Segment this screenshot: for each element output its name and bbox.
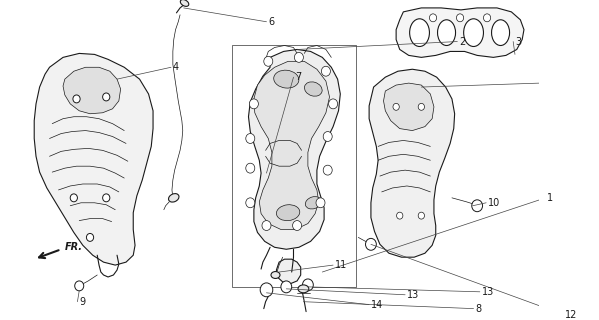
Ellipse shape (271, 272, 280, 278)
Polygon shape (254, 61, 329, 229)
Polygon shape (249, 50, 340, 249)
Circle shape (102, 93, 110, 101)
Circle shape (302, 279, 313, 291)
Circle shape (86, 234, 93, 241)
Circle shape (262, 220, 271, 230)
Text: 11: 11 (335, 260, 347, 270)
Text: 13: 13 (482, 287, 494, 297)
Text: 14: 14 (371, 300, 383, 310)
Ellipse shape (304, 82, 322, 96)
Ellipse shape (298, 285, 309, 293)
Circle shape (246, 198, 255, 208)
Polygon shape (34, 53, 153, 265)
Circle shape (292, 220, 302, 230)
Ellipse shape (464, 19, 483, 46)
Circle shape (418, 103, 425, 110)
Circle shape (323, 132, 332, 141)
Circle shape (249, 99, 258, 109)
Polygon shape (396, 8, 524, 57)
Circle shape (483, 14, 491, 22)
Circle shape (316, 198, 325, 208)
Polygon shape (369, 69, 455, 257)
Text: 4: 4 (173, 62, 179, 72)
Circle shape (329, 99, 338, 109)
Ellipse shape (492, 20, 510, 45)
Circle shape (393, 103, 400, 110)
Circle shape (70, 194, 77, 202)
Text: 8: 8 (476, 304, 482, 314)
Circle shape (323, 165, 332, 175)
Polygon shape (276, 259, 301, 284)
Ellipse shape (168, 194, 179, 202)
Ellipse shape (437, 20, 456, 45)
Text: 6: 6 (268, 17, 274, 27)
Circle shape (246, 133, 255, 143)
Circle shape (397, 212, 403, 219)
Circle shape (102, 194, 110, 202)
Circle shape (264, 56, 273, 66)
Text: 10: 10 (488, 198, 500, 208)
Ellipse shape (276, 205, 300, 220)
Circle shape (260, 283, 273, 297)
Circle shape (472, 200, 483, 212)
Text: 9: 9 (79, 297, 85, 307)
Circle shape (365, 238, 376, 250)
Text: 7: 7 (295, 72, 301, 82)
Text: FR.: FR. (65, 242, 83, 252)
Circle shape (246, 163, 255, 173)
Text: 12: 12 (565, 309, 578, 320)
Circle shape (322, 66, 331, 76)
Ellipse shape (305, 196, 321, 209)
Circle shape (456, 14, 464, 22)
Ellipse shape (180, 0, 189, 6)
Ellipse shape (410, 19, 429, 46)
Polygon shape (383, 83, 434, 131)
Text: 1: 1 (547, 193, 553, 203)
Circle shape (429, 14, 437, 22)
Ellipse shape (274, 70, 299, 88)
Circle shape (294, 52, 304, 62)
Circle shape (75, 281, 84, 291)
Polygon shape (63, 67, 120, 114)
Text: 13: 13 (407, 290, 419, 300)
Text: 3: 3 (515, 36, 521, 46)
Circle shape (281, 281, 292, 293)
Circle shape (418, 212, 425, 219)
Text: 2: 2 (459, 36, 465, 46)
Circle shape (73, 95, 80, 103)
